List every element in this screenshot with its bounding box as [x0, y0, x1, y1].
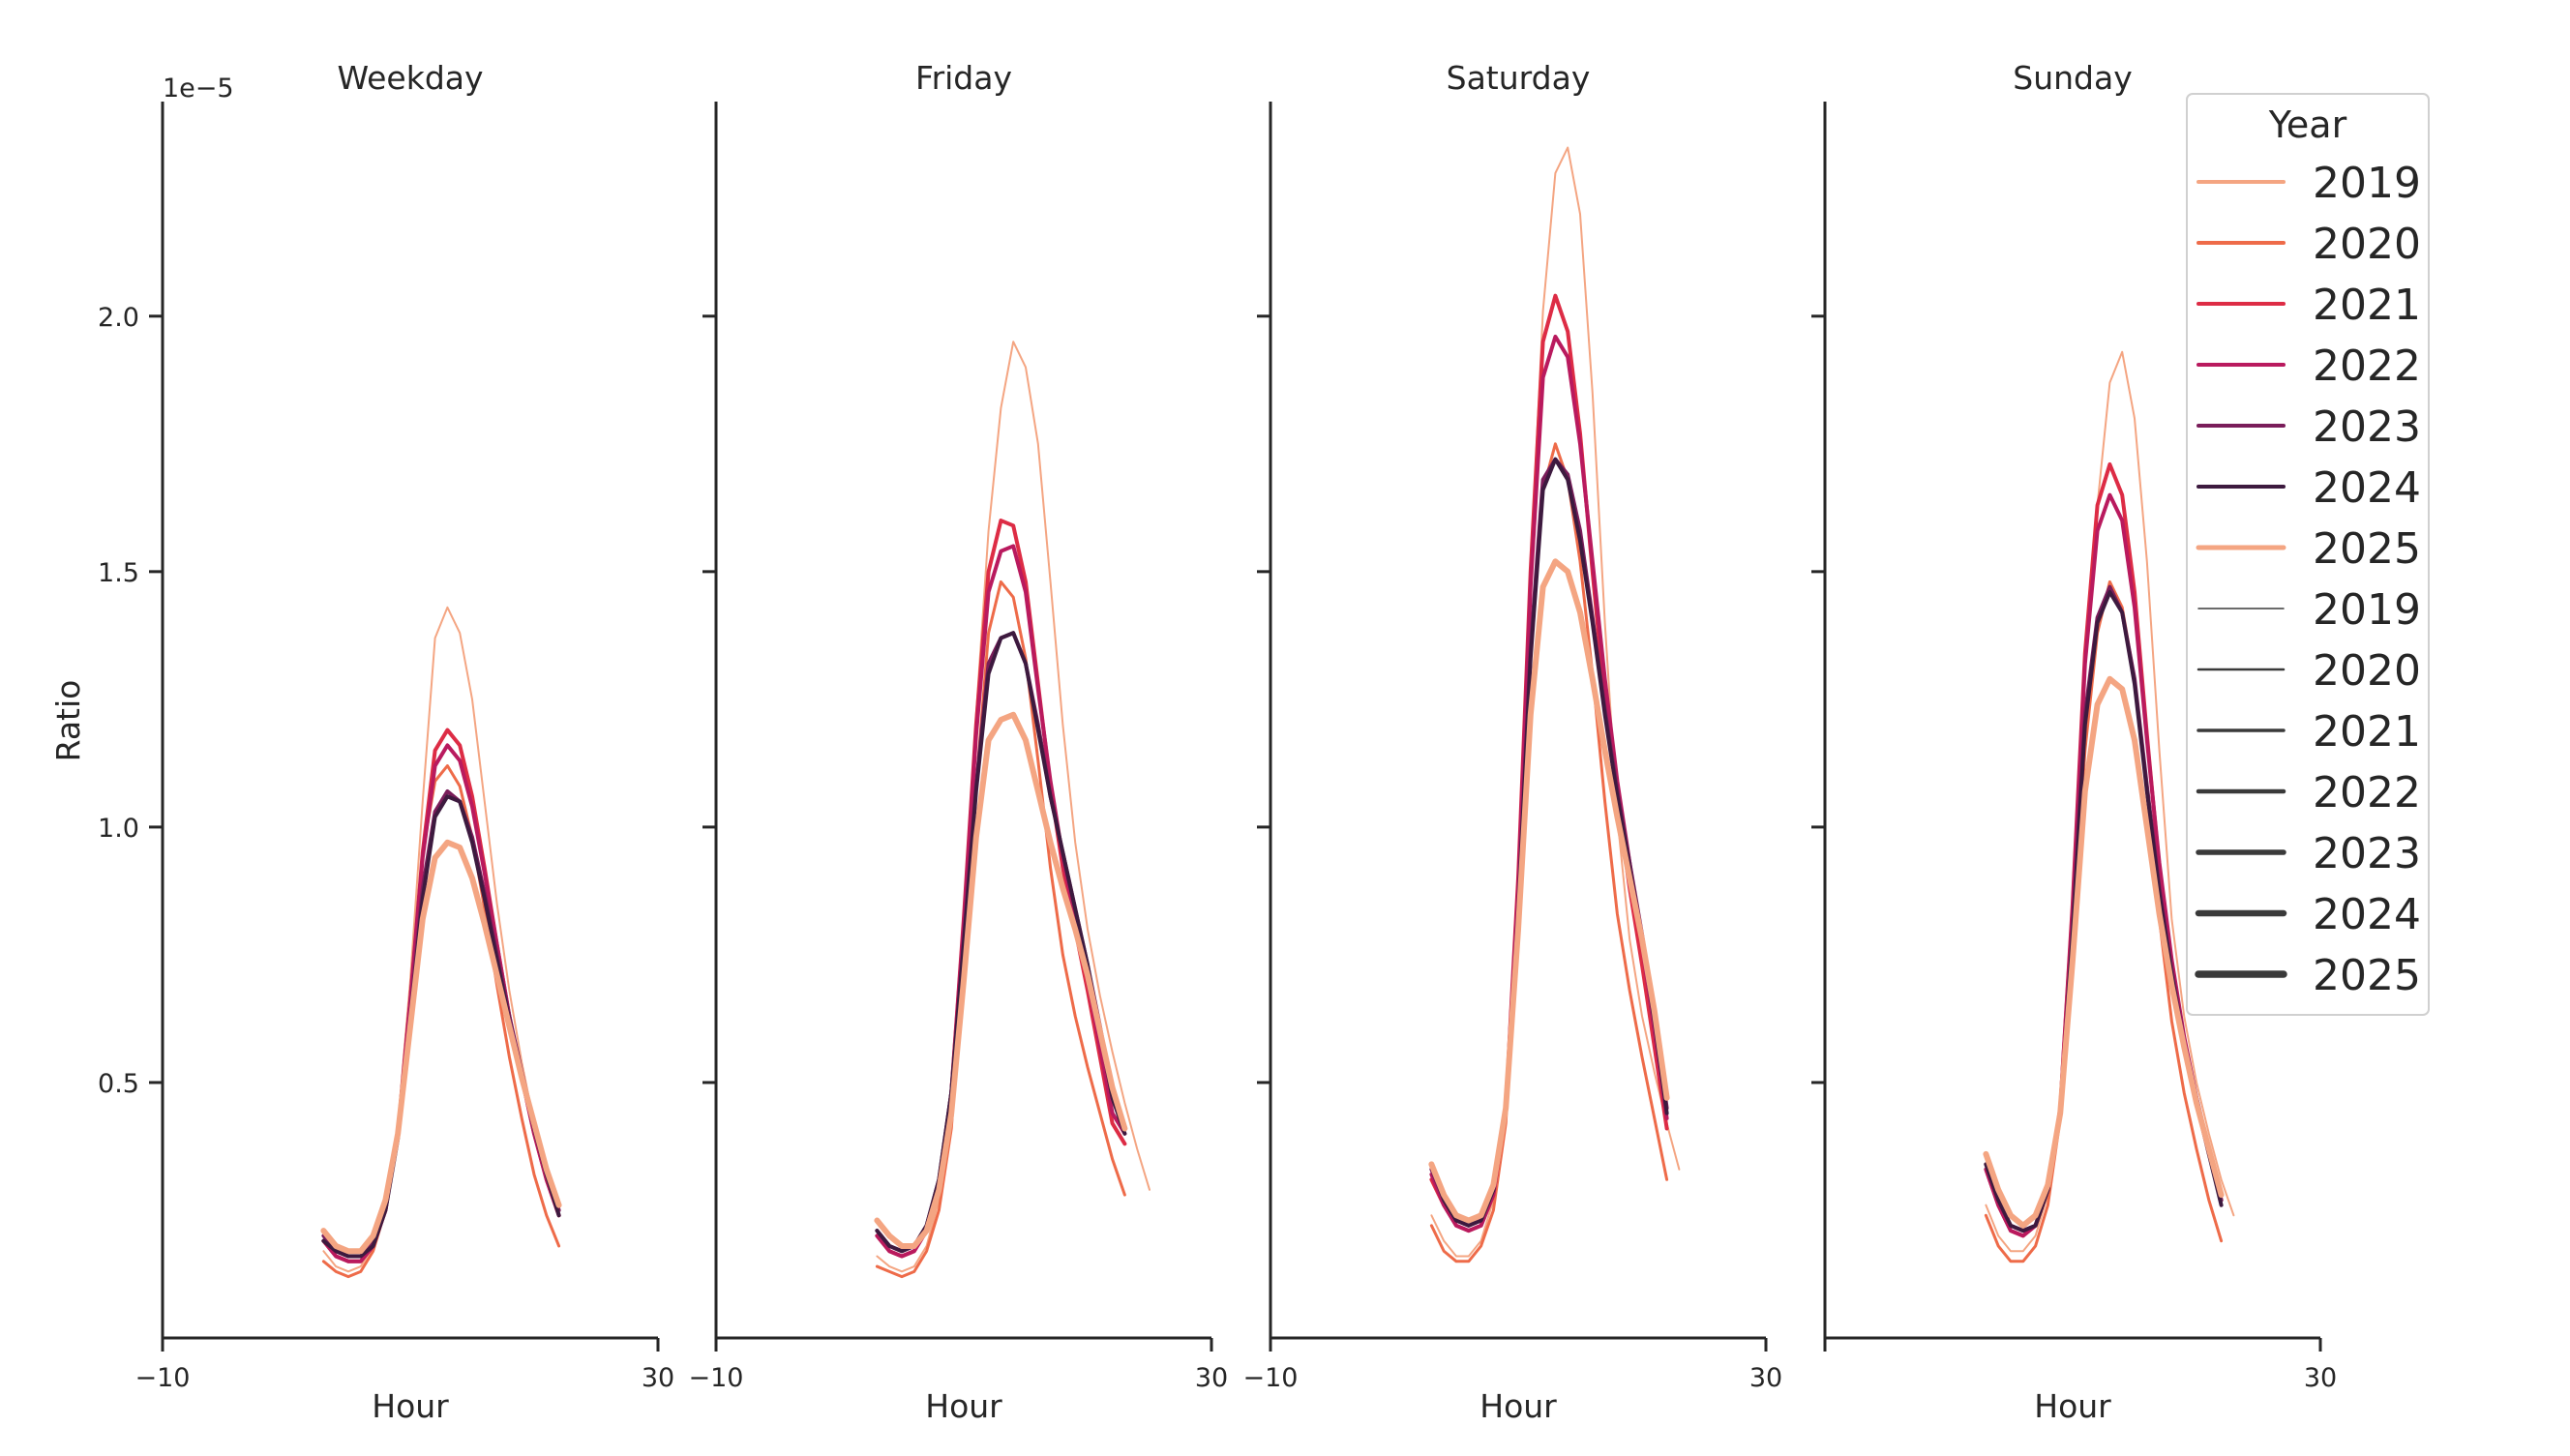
legend-label: 2025 [2313, 524, 2421, 574]
panel-title: Saturday [1447, 59, 1591, 97]
y-tick-label: 1.5 [98, 558, 139, 588]
panel-title: Sunday [2013, 59, 2132, 97]
series-line-2020 [1429, 442, 1669, 1263]
legend-label: 2020 [2313, 646, 2421, 696]
panel-title: Weekday [337, 59, 483, 97]
series-line-2019 [1985, 350, 2235, 1253]
legend-label: 2019 [2313, 585, 2421, 635]
x-tick-label: 30 [1195, 1363, 1228, 1393]
x-tick-label: 30 [642, 1363, 674, 1393]
series-line-2025 [874, 711, 1128, 1249]
series-line-2024 [875, 631, 1127, 1254]
series-line-2024 [321, 794, 561, 1259]
x-tick-label: −10 [135, 1363, 191, 1393]
legend-label: 2024 [2313, 890, 2421, 939]
legend-label: 2019 [2313, 159, 2421, 208]
legend-label: 2021 [2313, 707, 2421, 757]
series-line-2025 [320, 839, 562, 1255]
legend-label: 2023 [2313, 829, 2421, 878]
panel-weekday: 0.5 1.0 1.5 2.0 −10 30 Weekday Hour [98, 59, 674, 1425]
x-tick-label: −10 [689, 1363, 744, 1393]
series-line-2025 [1983, 675, 2225, 1229]
y-offset-label: 1e−5 [163, 74, 234, 104]
series-line-2022 [875, 544, 1127, 1259]
y-tick-label: 0.5 [98, 1069, 139, 1099]
series-line-2019 [322, 606, 560, 1273]
x-axis-label: Hour [372, 1387, 449, 1425]
series-line-2020 [321, 764, 561, 1279]
x-axis-label: Hour [2034, 1387, 2111, 1425]
x-tick-label: 30 [1749, 1363, 1782, 1393]
x-axis-label: Hour [925, 1387, 1002, 1425]
legend-title: Year [2268, 104, 2347, 146]
legend-label: 2024 [2313, 463, 2421, 513]
legend-label: 2022 [2313, 768, 2421, 817]
legend-label: 2022 [2313, 342, 2421, 391]
series-line-2020 [875, 579, 1126, 1279]
series-line-2019 [876, 341, 1151, 1273]
legend-label: 2020 [2313, 220, 2421, 269]
series-line-2023 [321, 788, 561, 1259]
panel-title: Friday [915, 59, 1012, 97]
series-line-2022 [321, 743, 561, 1263]
panel-saturday: −10 30 Saturday Hour [1243, 59, 1783, 1425]
x-axis-label: Hour [1479, 1387, 1557, 1425]
x-tick-label: 30 [2304, 1363, 2337, 1393]
legend-box [2186, 93, 2430, 1016]
y-tick-label: 1.0 [98, 814, 139, 844]
series-line-2019 [1430, 146, 1681, 1258]
legend-label: 2025 [2313, 951, 2421, 1000]
legend-label: 2023 [2313, 402, 2421, 452]
y-tick-label: 2.0 [98, 303, 139, 333]
panel-sunday: 30 Sunday Hour [1811, 59, 2337, 1425]
legend-label: 2021 [2313, 281, 2421, 330]
x-tick-label: −10 [1243, 1363, 1299, 1393]
series-line-2021 [875, 519, 1127, 1259]
panel-friday: −10 30 Friday Hour [689, 59, 1229, 1425]
y-axis-label: Ratio [49, 680, 87, 762]
legend: Year 2019 2020 2021 2022 2023 2024 2025 2019 2020… [2186, 93, 2430, 1016]
series-line-2023 [875, 631, 1127, 1254]
series-line-2021 [1429, 293, 1669, 1233]
series-line-2025 [1428, 558, 1670, 1224]
